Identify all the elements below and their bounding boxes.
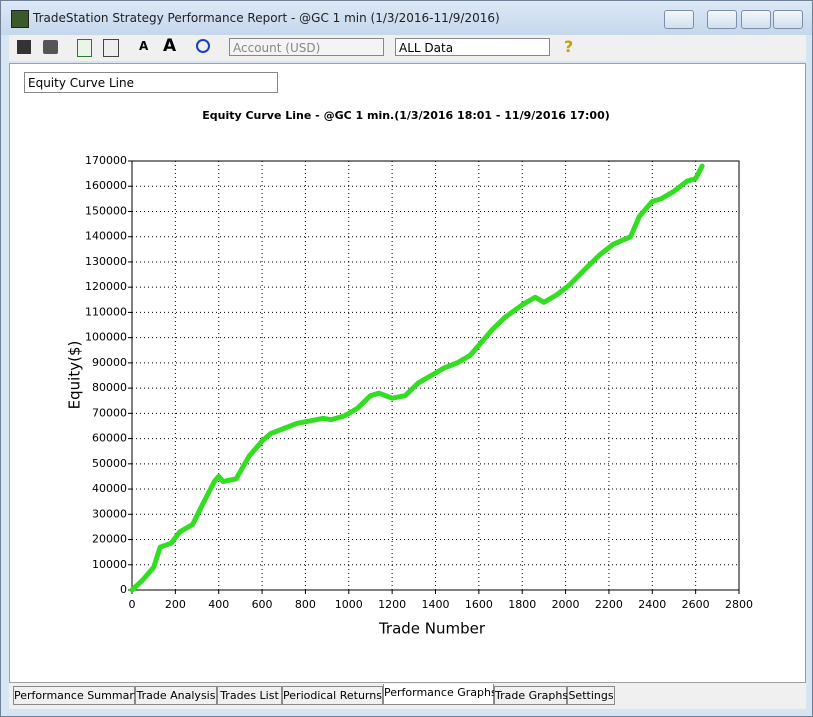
font-larger-icon[interactable]: A — [163, 36, 177, 56]
title-bar: TradeStation Strategy Performance Report… — [1, 1, 812, 35]
y-tick-label: 170000 — [85, 154, 127, 167]
properties-icon[interactable] — [103, 39, 119, 57]
y-tick-label: 40000 — [92, 482, 127, 495]
x-tick-label: 1400 — [422, 598, 450, 611]
x-tick-label: 1600 — [465, 598, 493, 611]
app-icon — [11, 10, 29, 28]
x-tick-label: 600 — [252, 598, 273, 611]
x-tick-label: 2800 — [725, 598, 753, 611]
tab[interactable]: Performance Summary — [13, 686, 140, 705]
minimize-button[interactable] — [707, 10, 737, 29]
maximize-button[interactable] — [741, 10, 771, 29]
y-tick-label: 130000 — [85, 255, 127, 268]
refresh-icon[interactable] — [77, 39, 92, 57]
y-tick-label: 60000 — [92, 432, 127, 445]
chart-title: Equity Curve Line - @GC 1 min.(1/3/2016 … — [202, 109, 610, 122]
x-tick-label: 2200 — [595, 598, 623, 611]
tab[interactable]: Periodical Returns — [282, 686, 383, 705]
y-tick-label: 100000 — [85, 331, 127, 344]
x-tick-label: 2400 — [638, 598, 666, 611]
tab[interactable]: Settings — [567, 686, 615, 705]
target-icon[interactable] — [196, 39, 210, 53]
x-tick-label: 1200 — [378, 598, 406, 611]
x-tick-label: 800 — [295, 598, 316, 611]
y-tick-label: 110000 — [85, 305, 127, 318]
x-tick-label: 200 — [165, 598, 186, 611]
y-tick-label: 20000 — [92, 533, 127, 546]
window-title: TradeStation Strategy Performance Report… — [33, 11, 500, 25]
y-tick-label: 90000 — [92, 356, 127, 369]
account-combo[interactable]: Account (USD) — [229, 38, 384, 56]
x-tick-label: 2000 — [552, 598, 580, 611]
y-tick-label: 80000 — [92, 381, 127, 394]
range-combo[interactable]: ALL Data — [395, 38, 550, 56]
close-button[interactable] — [773, 10, 803, 29]
y-tick-label: 0 — [120, 583, 127, 596]
help-icon[interactable]: ? — [564, 37, 574, 56]
y-axis-label: Equity($) — [66, 341, 84, 410]
font-smaller-icon[interactable]: A — [139, 39, 149, 53]
x-axis-label: Trade Number — [378, 620, 486, 638]
x-tick-label: 1000 — [335, 598, 363, 611]
x-tick-label: 400 — [208, 598, 229, 611]
graph-selector[interactable]: Equity Curve Line — [24, 72, 278, 93]
y-tick-label: 160000 — [85, 179, 127, 192]
restore-arrows-button[interactable] — [664, 10, 694, 29]
y-tick-label: 70000 — [92, 406, 127, 419]
y-tick-label: 140000 — [85, 230, 127, 243]
tab[interactable]: Trade Graphs — [494, 686, 568, 705]
y-tick-label: 30000 — [92, 507, 127, 520]
tab-bar: Performance Summary Trade Analysis Trades … — [9, 683, 806, 709]
tab[interactable]: Performance Graphs — [383, 684, 497, 705]
y-tick-label: 10000 — [92, 558, 127, 571]
x-tick-label: 2600 — [682, 598, 710, 611]
y-tick-label: 50000 — [92, 457, 127, 470]
save-icon[interactable] — [17, 40, 31, 54]
x-tick-label: 1800 — [508, 598, 536, 611]
chart: Equity Curve Line - @GC 1 min.(1/3/2016 … — [66, 109, 754, 638]
equity-line — [129, 163, 705, 593]
tab[interactable]: Trade Analysis — [135, 686, 217, 705]
print-icon[interactable] — [43, 40, 58, 54]
tab[interactable]: Trades List — [217, 686, 282, 705]
y-tick-label: 150000 — [85, 204, 127, 217]
toolbar: A A Account (USD) ALL Data ? — [9, 35, 806, 61]
y-tick-label: 120000 — [85, 280, 127, 293]
x-tick-label: 0 — [129, 598, 136, 611]
